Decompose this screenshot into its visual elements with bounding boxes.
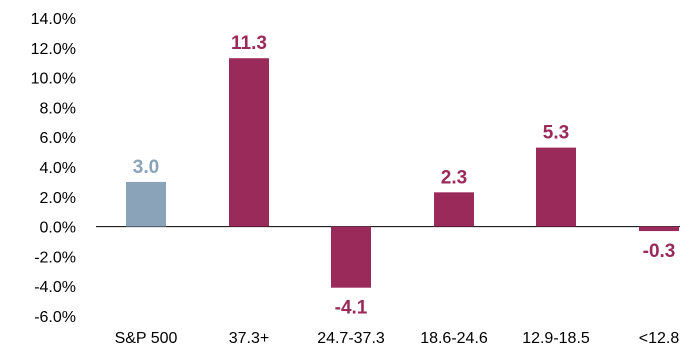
y-tick-label: -4.0% [34, 279, 76, 296]
data-label: -0.3 [643, 241, 676, 262]
x-tick-label: <12.8 [639, 330, 680, 347]
bar [434, 192, 474, 227]
data-labels: 3.0 11.3 -4.1 2.3 5.3 -0.3 [133, 33, 676, 318]
data-label: -4.1 [335, 298, 368, 319]
x-tick-label: 37.3+ [229, 330, 269, 347]
bar [126, 181, 166, 227]
bar [639, 226, 679, 232]
y-axis-ticks: 14.0% 12.0% 10.0% 8.0% 6.0% 4.0% 2.0% 0.0% -2.0%… [31, 11, 76, 326]
y-tick-label: 8.0% [40, 100, 76, 117]
y-tick-label: 12.0% [31, 41, 76, 58]
y-tick-label: -6.0% [34, 309, 76, 326]
data-label: 3.0 [133, 157, 159, 178]
bar [536, 147, 576, 227]
y-tick-label: -2.0% [34, 249, 76, 266]
y-tick-label: 4.0% [40, 160, 76, 177]
x-tick-label: 12.9-18.5 [522, 330, 590, 347]
x-tick-label: 18.6-24.6 [420, 330, 488, 347]
x-tick-label: 24.7-37.3 [317, 330, 385, 347]
y-tick-label: 14.0% [31, 11, 76, 28]
bar [331, 226, 371, 288]
bars [126, 58, 679, 288]
x-axis-ticks: S&P 500 37.3+ 24.7-37.3 18.6-24.6 12.9-18.5 <… [115, 330, 680, 347]
y-tick-label: 10.0% [31, 71, 76, 88]
x-tick-label: S&P 500 [115, 330, 178, 347]
data-label: 5.3 [543, 123, 569, 144]
y-tick-label: 0.0% [40, 220, 76, 237]
data-label: 2.3 [441, 167, 467, 188]
data-label: 11.3 [231, 33, 267, 54]
y-tick-label: 6.0% [40, 130, 76, 147]
bar [229, 58, 269, 227]
y-tick-label: 2.0% [40, 190, 76, 207]
